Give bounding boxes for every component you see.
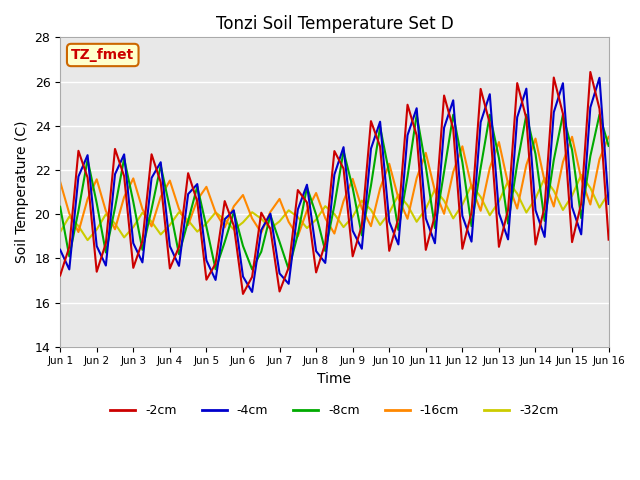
Title: Tonzi Soil Temperature Set D: Tonzi Soil Temperature Set D [216, 15, 453, 33]
-4cm [541, 234, 548, 240]
-32cm [193, 229, 201, 235]
-4cm [166, 243, 173, 249]
-8cm [257, 249, 265, 254]
-16cm [166, 178, 173, 183]
-16cm [294, 233, 301, 239]
-8cm [166, 205, 173, 211]
-32cm [175, 209, 183, 215]
-8cm [56, 204, 64, 210]
-32cm [56, 229, 64, 235]
Y-axis label: Soil Temperature (C): Soil Temperature (C) [15, 121, 29, 263]
-2cm [541, 204, 548, 210]
-16cm [394, 195, 402, 201]
-4cm [394, 241, 402, 247]
Text: TZ_fmet: TZ_fmet [71, 48, 134, 62]
-2cm [239, 291, 247, 297]
-4cm [596, 75, 604, 81]
-4cm [248, 289, 256, 295]
-32cm [577, 172, 585, 178]
Line: -8cm: -8cm [60, 115, 609, 269]
-16cm [358, 205, 365, 211]
-8cm [248, 266, 256, 272]
Line: -4cm: -4cm [60, 78, 609, 292]
-32cm [605, 190, 612, 196]
-32cm [358, 198, 365, 204]
-4cm [184, 191, 192, 197]
-8cm [184, 218, 192, 224]
Line: -2cm: -2cm [60, 72, 609, 294]
Line: -32cm: -32cm [60, 175, 609, 240]
-4cm [257, 227, 265, 233]
-8cm [413, 112, 420, 118]
-4cm [56, 247, 64, 252]
-2cm [358, 223, 365, 228]
-2cm [605, 237, 612, 242]
-8cm [605, 143, 612, 149]
-2cm [257, 210, 265, 216]
-32cm [541, 175, 548, 181]
-32cm [394, 192, 402, 198]
-16cm [56, 179, 64, 185]
-2cm [184, 170, 192, 176]
-16cm [541, 179, 548, 184]
-16cm [248, 216, 256, 221]
-16cm [184, 222, 192, 228]
-8cm [394, 227, 402, 233]
Legend: -2cm, -4cm, -8cm, -16cm, -32cm: -2cm, -4cm, -8cm, -16cm, -32cm [105, 399, 564, 422]
-2cm [56, 273, 64, 278]
-4cm [605, 201, 612, 207]
-2cm [166, 265, 173, 271]
-2cm [586, 69, 594, 75]
-32cm [257, 216, 265, 222]
-2cm [394, 216, 402, 221]
-8cm [358, 232, 365, 238]
-16cm [605, 134, 612, 140]
-4cm [358, 246, 365, 252]
-8cm [550, 157, 557, 163]
-32cm [84, 237, 92, 243]
Line: -16cm: -16cm [60, 137, 609, 236]
X-axis label: Time: Time [317, 372, 351, 386]
-16cm [568, 134, 576, 140]
